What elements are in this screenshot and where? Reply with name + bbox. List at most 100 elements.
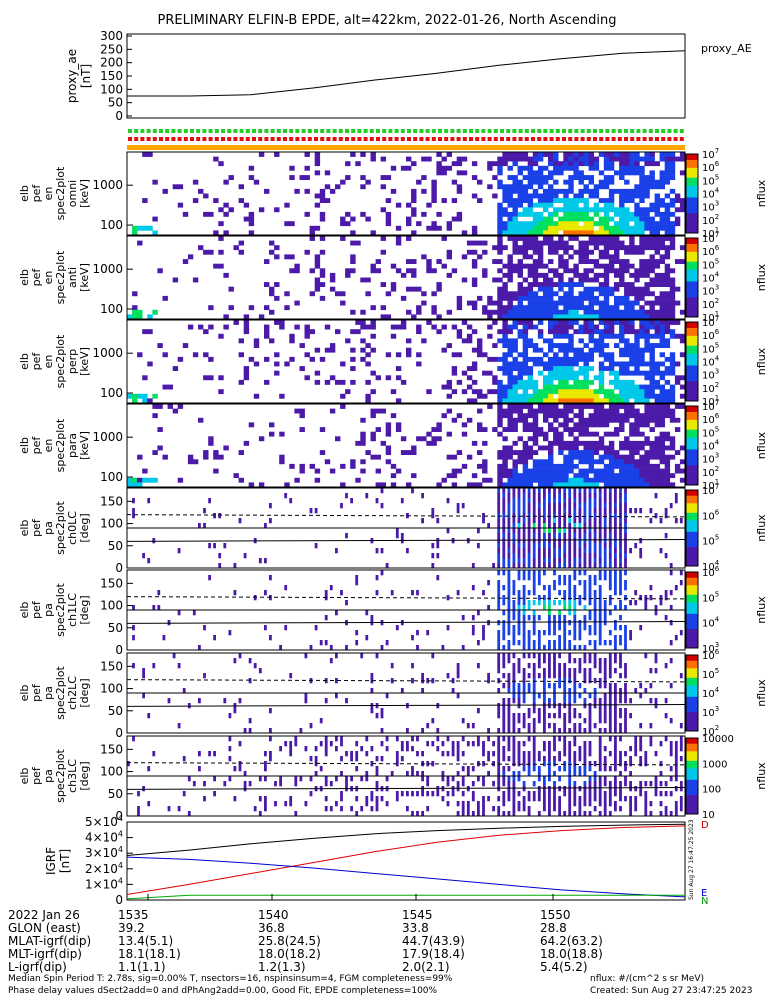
pa-panel-0-cell (614, 493, 617, 499)
spec-panel-3-cell (634, 473, 640, 479)
spec-panel-0-cell (421, 211, 427, 217)
spec-panel-1-cell (532, 305, 539, 311)
status-green-mark (475, 129, 480, 133)
pa-panel-1-cell (598, 595, 602, 601)
pa-panel-3-cell (477, 741, 480, 747)
pa-panel-0-cell (659, 518, 663, 524)
spec-panel-1-cell (649, 245, 655, 251)
spec-panel-0-cell (593, 188, 600, 194)
status-green-mark (152, 129, 157, 133)
spec-panel-0-cell (380, 175, 386, 180)
pa-panel-2-cell (619, 708, 622, 714)
spec-panel-3-cell (512, 463, 518, 469)
spec-panel-2-cell (532, 393, 539, 399)
pa-panel-2-cell (537, 713, 541, 719)
spec-panel-0-cell (512, 198, 518, 203)
spec-panel-3-cell (588, 477, 594, 483)
pa-panel-3-cell (482, 746, 485, 752)
pa-panel-2-cell (543, 688, 546, 694)
pa-panel-0-cell (558, 493, 561, 499)
spec-panel-3-cell (583, 440, 589, 446)
pa-panel-1-cell (324, 640, 328, 646)
pa-panel-2-cbar-tick: 102 (702, 724, 719, 738)
pa-panel-2-cell (573, 713, 577, 719)
spec-panel-2-cell (492, 356, 498, 362)
pa-panel-1-cell (370, 615, 374, 621)
spec-panel-3-cell (152, 413, 158, 419)
spec-panel-1-cell (492, 277, 498, 283)
pa-panel-2-cell (578, 658, 582, 664)
pa-panel-2-cell (614, 683, 617, 689)
spec-panel-1-cell (127, 314, 133, 320)
spec-panel-0-cell (588, 193, 594, 199)
spec-panel-1-cell (406, 268, 412, 274)
spec-panel-0-cell (314, 152, 321, 157)
spec-panel-0-cell (608, 207, 615, 213)
spec-panel-2-cell (608, 329, 615, 335)
spec-panel-2-cbar-cell (686, 335, 698, 339)
status-green-mark (450, 129, 455, 133)
pa-panel-2-cell (558, 678, 561, 684)
spec-panel-1-cell (502, 245, 508, 251)
spec-panel-3-tick-label: 1000 (92, 430, 123, 444)
spec-panel-3-cell (588, 454, 594, 460)
pa-panel-1-cell (588, 610, 592, 616)
status-red-mark (431, 137, 436, 141)
spec-panel-3-cell (142, 468, 148, 474)
status-green-mark (617, 129, 622, 133)
pa-panel-0-cell (502, 503, 506, 509)
pa-panel-0-cell (537, 498, 541, 504)
spec-panel-2-cell (471, 379, 478, 385)
spec-panel-3-cell (558, 440, 564, 446)
spec-panel-0-cell (588, 230, 594, 236)
spec-panel-0-cell (456, 188, 463, 194)
spec-panel-3-cell (649, 417, 655, 423)
spec-panel-3-cell (644, 459, 650, 465)
proxy-ae-tick-label: 150 (100, 69, 123, 83)
spec-panel-0-cell (502, 161, 508, 167)
spec-panel-1-cell (507, 300, 513, 306)
spec-panel-2-cell (644, 338, 650, 344)
pa-panel-3-cell (522, 796, 526, 802)
pa-panel-0-cell (583, 563, 587, 569)
spec-panel-3-cell (669, 473, 676, 479)
spec-panel-3-cell (588, 440, 594, 446)
spec-panel-0-cell (608, 216, 615, 222)
spec-panel-3-cell (563, 477, 569, 483)
spec-panel-3-cell (375, 468, 381, 474)
pa-panel-1-cell (522, 640, 526, 646)
spec-panel-0-ylabel-line: pef (30, 184, 43, 203)
spec-panel-0-cell (593, 193, 600, 199)
spec-panel-3-cell (629, 450, 635, 455)
spec-panel-2-cell (664, 366, 671, 371)
spec-panel-2-cell (674, 379, 681, 385)
spec-panel-0-cell (502, 198, 508, 203)
pa-panel-1-cell (507, 630, 511, 636)
pa-panel-0-cell (624, 548, 627, 554)
spec-panel-0-ylabel-line: spec2plot (54, 166, 67, 220)
spec-panel-0-cbar-tick: 102 (702, 213, 719, 227)
spec-panel-1-cell (319, 249, 326, 255)
spec-panel-3-cell (517, 473, 523, 479)
pa-panel-0-cell (502, 513, 506, 519)
spec-panel-0-cell (537, 156, 544, 162)
pa-panel-3-cell (517, 776, 521, 782)
pa-panel-2-cell (370, 678, 374, 684)
spec-panel-3-cell (223, 445, 229, 451)
pa-panel-0-cell (502, 523, 506, 529)
pa-panel-3-cell (482, 776, 485, 782)
spec-panel-2-cell (573, 361, 579, 367)
spec-panel-2-cell (522, 347, 529, 353)
pa-panel-2-cell (512, 668, 516, 674)
spec-panel-1-cell (512, 240, 518, 246)
spec-panel-3-cell (588, 417, 594, 423)
spec-panel-3-cell (639, 431, 645, 437)
pa-panel-3-cell (441, 776, 445, 782)
spec-panel-1-cell (532, 249, 539, 255)
spec-panel-2-cell (588, 338, 594, 344)
pa-panel-0-cell (512, 533, 516, 539)
pa-panel-2-cbar-cell (686, 729, 698, 732)
pa-panel-2-cell (248, 718, 252, 724)
